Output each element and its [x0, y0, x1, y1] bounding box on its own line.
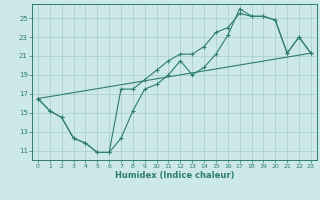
- X-axis label: Humidex (Indice chaleur): Humidex (Indice chaleur): [115, 171, 234, 180]
